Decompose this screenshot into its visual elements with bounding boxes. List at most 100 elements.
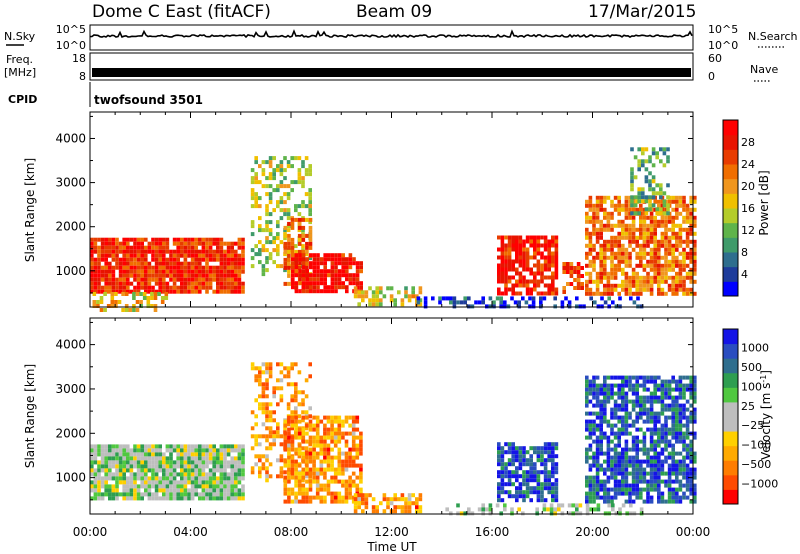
power-echo-cell: [305, 241, 309, 246]
power-y-tick-label: 2000: [55, 220, 86, 234]
power-echo-cell: [359, 281, 363, 286]
power-echo-cell: [250, 248, 255, 253]
velocity-echo-cell: [603, 491, 607, 496]
velocity-echo-cell: [500, 446, 505, 451]
power-echo-cell: [576, 266, 581, 270]
velocity-echo-cell: [283, 423, 288, 428]
velocity-echo-cell: [241, 476, 245, 481]
velocity-echo-cell: [361, 493, 365, 498]
power-echo-cell: [693, 251, 697, 256]
velocity-echo-cell: [118, 480, 123, 485]
power-echo-cell: [136, 269, 141, 274]
velocity-echo-cell: [606, 435, 611, 440]
velocity-echo-cell: [617, 439, 621, 444]
velocity-echo-cell: [639, 407, 643, 412]
velocity-echo-cell: [667, 499, 672, 504]
power-echo-cell: [547, 255, 551, 260]
power-echo-cell: [290, 241, 295, 246]
power-echo-cell: [111, 249, 116, 254]
velocity-echo-cell: [567, 511, 572, 516]
velocity-echo-cell: [126, 484, 130, 489]
velocity-echo-cell: [297, 454, 302, 459]
velocity-echo-cell: [628, 379, 632, 384]
power-echo-cell: [312, 277, 317, 282]
power-echo-cell: [297, 228, 302, 233]
power-echo-cell: [144, 249, 148, 254]
velocity-echo-cell: [685, 387, 690, 392]
velocity-echo-cell: [689, 451, 693, 456]
power-echo-cell: [309, 261, 313, 266]
power-echo-cell: [653, 259, 657, 264]
velocity-echo-cell: [312, 451, 316, 456]
power-echo-cell: [582, 304, 586, 309]
power-echo-cell: [585, 227, 589, 232]
power-echo-cell: [104, 277, 108, 282]
power-echo-cell: [504, 263, 508, 268]
velocity-echo-cell: [595, 471, 600, 476]
velocity-echo-cell: [382, 497, 387, 502]
nsky-tick-bottom: 10^0: [56, 39, 86, 52]
velocity-echo-cell: [664, 479, 668, 484]
power-echo-cell: [689, 223, 693, 228]
velocity-echo-cell: [226, 476, 231, 481]
velocity-echo-cell: [646, 471, 650, 476]
velocity-echo-cell: [201, 480, 206, 485]
power-echo-cell: [407, 294, 412, 299]
velocity-echo-cell: [606, 439, 611, 444]
velocity-echo-cell: [685, 471, 690, 476]
velocity-echo-cell: [287, 419, 291, 424]
power-echo-cell: [511, 275, 515, 280]
velocity-echo-cell: [542, 507, 547, 512]
velocity-echo-cell: [575, 511, 579, 516]
power-echo-cell: [312, 265, 317, 270]
velocity-echo-cell: [646, 499, 650, 504]
power-echo-cell: [144, 277, 148, 282]
power-echo-cell: [133, 257, 137, 262]
power-echo-cell: [304, 168, 309, 173]
velocity-echo-cell: [237, 496, 242, 501]
power-echo-cell: [660, 291, 665, 296]
velocity-echo-cell: [693, 483, 697, 488]
power-echo-cell: [268, 160, 273, 165]
velocity-echo-cell: [653, 487, 657, 492]
velocity-echo-cell: [397, 497, 401, 502]
power-echo-cell: [305, 269, 309, 274]
power-echo-cell: [630, 147, 634, 152]
velocity-echo-cell: [639, 511, 644, 516]
velocity-echo-cell: [639, 403, 643, 408]
power-echo-cell: [592, 291, 596, 296]
power-echo-cell: [261, 184, 266, 189]
power-echo-cell: [330, 257, 335, 262]
power-echo-cell: [689, 271, 693, 276]
power-echo-cell: [216, 281, 220, 286]
velocity-echo-cell: [449, 511, 453, 516]
power-echo-cell: [162, 245, 166, 250]
velocity-echo-cell: [617, 483, 621, 488]
velocity-echo-cell: [108, 472, 112, 477]
velocity-echo-cell: [208, 476, 213, 481]
power-echo-cell: [308, 192, 312, 197]
power-echo-cell: [617, 255, 621, 260]
power-echo-cell: [223, 253, 227, 258]
nsky-trace: [89, 29, 693, 39]
velocity-echo-cell: [201, 452, 206, 457]
power-echo-cell: [585, 211, 589, 216]
velocity-colorbar-tick-label: 100: [741, 380, 762, 393]
power-echo-cell: [187, 245, 191, 250]
velocity-echo-cell: [180, 484, 184, 489]
velocity-echo-cell: [649, 415, 654, 420]
power-echo-cell: [226, 277, 231, 282]
velocity-echo-cell: [348, 491, 352, 496]
velocity-echo-cell: [653, 443, 657, 448]
velocity-echo-cell: [118, 468, 123, 473]
velocity-echo-cell: [315, 483, 320, 488]
power-echo-cell: [258, 204, 262, 209]
velocity-echo-cell: [595, 427, 600, 432]
velocity-echo-cell: [169, 452, 173, 457]
power-echo-cell: [104, 273, 108, 278]
power-echo-cell: [308, 225, 313, 230]
power-echo-cell: [595, 271, 600, 276]
velocity-echo-cell: [212, 452, 216, 457]
power-echo-cell: [613, 255, 618, 260]
velocity-echo-cell: [348, 447, 352, 452]
